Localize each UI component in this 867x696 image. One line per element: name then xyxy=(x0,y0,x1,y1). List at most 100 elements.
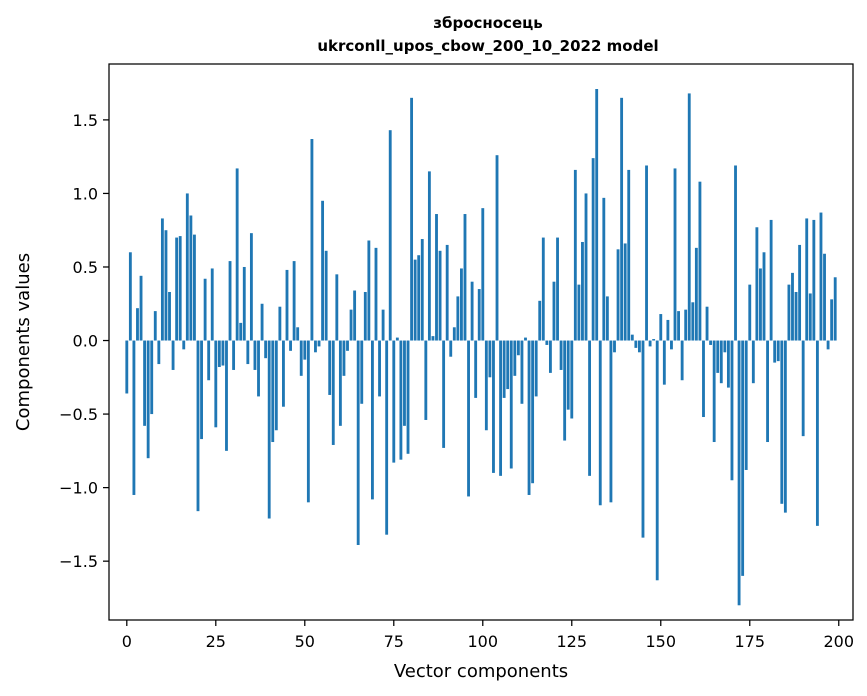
bar-50 xyxy=(303,340,307,360)
bar-135 xyxy=(605,296,609,341)
bar-57 xyxy=(328,340,332,395)
bar-24 xyxy=(210,268,214,341)
bar-62 xyxy=(346,340,349,351)
bar-104 xyxy=(495,155,499,341)
bar-30 xyxy=(232,340,236,370)
bar-40 xyxy=(267,340,271,519)
bar-89 xyxy=(442,340,446,448)
bar-133 xyxy=(598,340,602,506)
bar-92 xyxy=(452,327,456,341)
bar-171 xyxy=(734,165,737,341)
bar-117 xyxy=(541,237,545,341)
bar-38 xyxy=(260,303,264,341)
bar-144 xyxy=(637,340,641,353)
x-tick-label: 150 xyxy=(645,632,676,651)
bar-136 xyxy=(609,340,613,503)
y-tick-label: −1.0 xyxy=(59,479,98,498)
bar-10 xyxy=(160,218,164,341)
bar-4 xyxy=(139,275,143,341)
bar-186 xyxy=(787,284,791,341)
bar-164 xyxy=(709,340,713,345)
bar-183 xyxy=(776,340,780,362)
bar-181 xyxy=(769,219,773,341)
bar-184 xyxy=(780,340,784,504)
bar-39 xyxy=(264,340,268,359)
bar-70 xyxy=(374,247,378,341)
bar-157 xyxy=(684,309,688,341)
bar-95 xyxy=(463,214,467,341)
bar-23 xyxy=(207,340,211,381)
bar-2 xyxy=(132,340,136,495)
x-tick-label: 175 xyxy=(734,632,765,651)
bar-12 xyxy=(168,291,171,341)
bar-90 xyxy=(445,244,449,341)
bar-193 xyxy=(812,219,816,341)
bar-82 xyxy=(417,255,421,341)
bar-14 xyxy=(175,237,179,341)
bar-111 xyxy=(520,340,524,404)
bar-88 xyxy=(438,250,442,341)
bar-173 xyxy=(741,340,745,576)
bar-69 xyxy=(371,340,374,500)
bar-58 xyxy=(331,340,335,445)
bar-113 xyxy=(527,340,531,495)
bar-44 xyxy=(282,340,285,407)
bar-188 xyxy=(794,291,798,341)
bar-91 xyxy=(449,340,453,357)
bar-156 xyxy=(680,340,684,381)
bar-139 xyxy=(620,97,624,341)
bar-160 xyxy=(694,247,698,341)
bar-13 xyxy=(171,340,175,370)
bar-178 xyxy=(759,268,762,341)
bar-100 xyxy=(481,208,485,341)
bar-11 xyxy=(164,230,168,341)
bar-20 xyxy=(196,340,200,512)
bar-121 xyxy=(556,237,559,341)
bar-142 xyxy=(630,334,634,341)
bar-132 xyxy=(595,89,599,341)
bar-172 xyxy=(737,340,741,606)
bar-112 xyxy=(524,337,527,341)
bar-125 xyxy=(570,340,574,419)
bar-195 xyxy=(819,212,823,341)
bar-129 xyxy=(584,193,588,341)
bar-78 xyxy=(403,340,406,426)
bar-148 xyxy=(652,339,656,341)
bar-103 xyxy=(492,340,495,473)
bar-154 xyxy=(673,168,677,341)
bar-158 xyxy=(687,93,691,341)
bar-29 xyxy=(228,261,232,341)
bar-162 xyxy=(702,340,705,418)
bar-197 xyxy=(826,340,830,350)
y-tick-label: −1.5 xyxy=(59,552,98,571)
bar-176 xyxy=(751,340,755,384)
bar-68 xyxy=(367,240,371,341)
bar-25 xyxy=(214,340,218,428)
bar-77 xyxy=(399,340,403,460)
bar-128 xyxy=(581,241,584,341)
bar-85 xyxy=(427,171,431,341)
bar-45 xyxy=(285,269,289,341)
bar-122 xyxy=(559,340,563,370)
bar-98 xyxy=(474,340,478,398)
bar-169 xyxy=(726,340,730,388)
bar-126 xyxy=(573,169,577,341)
bar-6 xyxy=(146,340,150,459)
bar-53 xyxy=(314,340,317,353)
bar-5 xyxy=(143,340,147,426)
bar-118 xyxy=(545,340,549,345)
bar-182 xyxy=(773,340,777,363)
x-tick-label: 100 xyxy=(468,632,499,651)
bar-73 xyxy=(385,340,389,535)
bar-105 xyxy=(499,340,503,476)
chart-subtitle: ukrconll_upos_cbow_200_10_2022 model xyxy=(317,37,658,55)
bar-26 xyxy=(217,340,221,368)
bar-51 xyxy=(306,340,310,503)
y-tick-label: 0.0 xyxy=(73,332,98,351)
y-tick-label: 0.5 xyxy=(73,258,98,277)
x-tick-label: 75 xyxy=(384,632,404,651)
bar-93 xyxy=(456,296,460,341)
bar-116 xyxy=(538,300,542,341)
bar-187 xyxy=(791,272,794,341)
